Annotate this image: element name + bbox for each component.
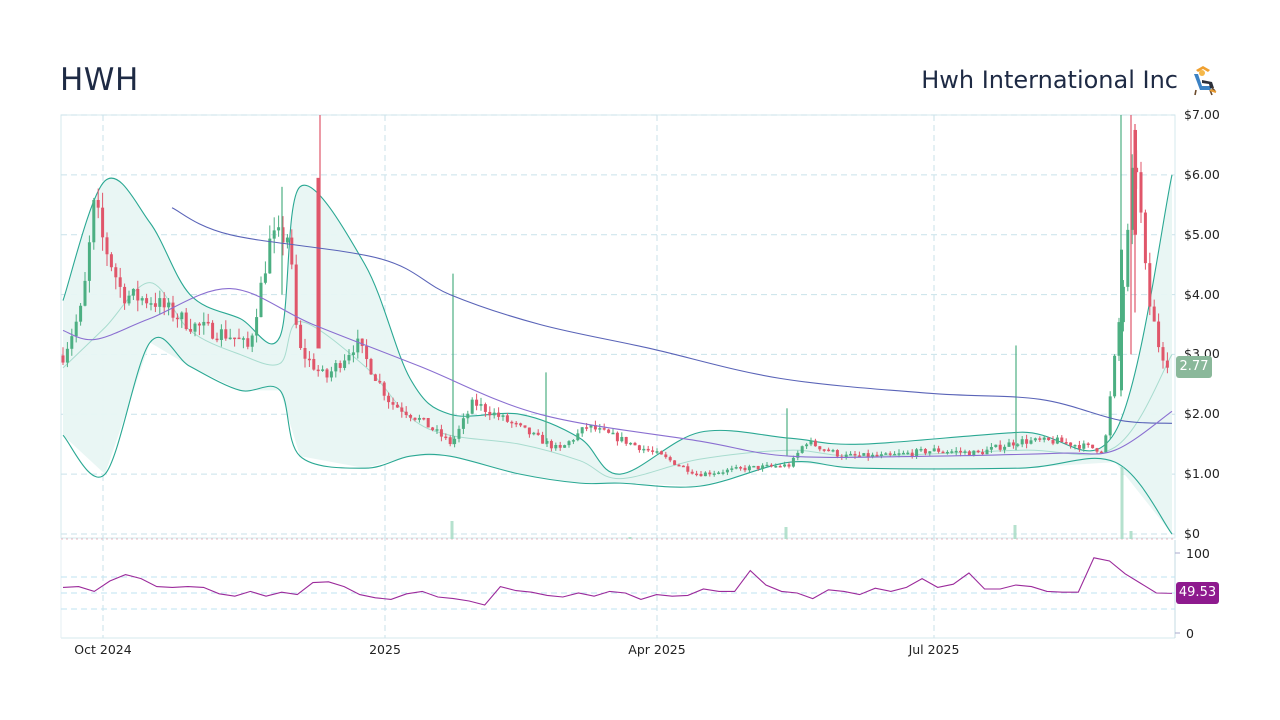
- date-label-2025: 2025: [369, 642, 401, 657]
- last-price-tag: 2.77: [1176, 356, 1212, 378]
- person-reclining-chair-icon: [1194, 66, 1217, 96]
- price-label-7: $7.00: [1184, 107, 1220, 122]
- price-label-1: $1.00: [1184, 466, 1220, 481]
- company-name: Hwh International Inc: [921, 66, 1178, 94]
- price-label-4: $4.00: [1184, 287, 1220, 302]
- rsi-panel: [62, 557, 1173, 606]
- ticker-symbol: HWH: [60, 62, 139, 98]
- date-label-jul-2025: Jul 2025: [908, 642, 960, 657]
- price-label-2: $2.00: [1184, 406, 1220, 421]
- bollinger-bands: [62, 174, 1173, 535]
- last-rsi-tag: 49.53: [1176, 582, 1219, 604]
- price-label-5: $5.00: [1184, 227, 1220, 242]
- date-label-oct-2024: Oct 2024: [74, 642, 131, 657]
- candlesticks: [61, 115, 1169, 477]
- price-label-0: $0: [1184, 526, 1200, 541]
- rsi-label-0: 0: [1186, 626, 1194, 641]
- moving-averages: [62, 207, 1173, 458]
- price-label-6: $6.00: [1184, 167, 1220, 182]
- date-label-apr-2025: Apr 2025: [628, 642, 685, 657]
- volume-bars: [450, 467, 1133, 539]
- rsi-label-100: 100: [1186, 546, 1210, 561]
